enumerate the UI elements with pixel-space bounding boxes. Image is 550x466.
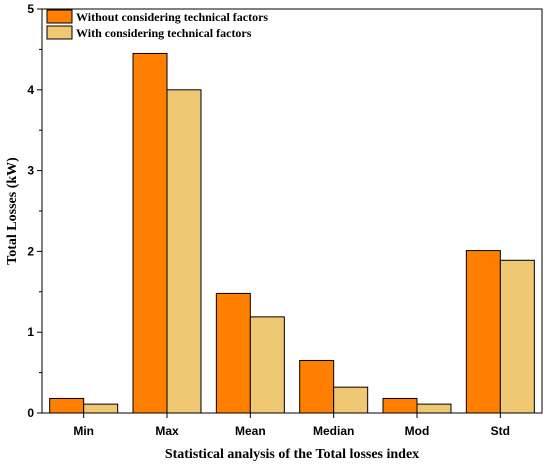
bar-mod-series-2 bbox=[416, 403, 452, 414]
bar-std-series-1 bbox=[465, 250, 501, 414]
y-tick-label: 0 bbox=[27, 406, 34, 420]
bar-std-series-2 bbox=[499, 259, 535, 414]
bar-mean-series-2 bbox=[249, 316, 285, 414]
bar-max-series-2 bbox=[166, 89, 202, 414]
x-tick-label: Max bbox=[155, 424, 179, 438]
y-tick-label: 3 bbox=[27, 164, 34, 178]
y-axis-title: Total Losses (kW) bbox=[5, 157, 20, 265]
bar-median-series-2 bbox=[333, 386, 369, 414]
y-axis: 0 1 2 3 4 5 bbox=[27, 2, 42, 420]
legend-swatch bbox=[46, 25, 73, 40]
legend: Without considering technical factors Wit… bbox=[46, 9, 268, 40]
x-tick-label: Mod bbox=[405, 424, 430, 438]
y-tick-label: 4 bbox=[27, 83, 34, 97]
bar-min-series-2 bbox=[83, 403, 119, 414]
x-tick-label: Mean bbox=[235, 424, 266, 438]
legend-swatch bbox=[46, 9, 73, 24]
legend-label: With considering technical factors bbox=[76, 26, 252, 40]
x-axis-title: Statistical analysis of the Total losses… bbox=[165, 447, 419, 462]
bars-layer bbox=[49, 52, 535, 414]
bar-max-series-1 bbox=[132, 52, 168, 414]
x-tick-label: Min bbox=[73, 424, 94, 438]
bar-median-series-1 bbox=[299, 359, 335, 414]
bar-min-series-1 bbox=[49, 397, 85, 414]
legend-label: Without considering technical factors bbox=[76, 10, 268, 24]
bar-mean-series-1 bbox=[215, 292, 251, 414]
y-tick-label: 5 bbox=[27, 2, 34, 16]
x-tick-label: Std bbox=[491, 424, 510, 438]
x-tick-label: Median bbox=[313, 424, 354, 438]
x-axis: Min Max Mean Median Mod Std bbox=[73, 413, 510, 438]
bar-mod-series-1 bbox=[382, 397, 418, 414]
y-tick-label: 2 bbox=[27, 244, 34, 258]
y-tick-label: 1 bbox=[27, 325, 34, 339]
